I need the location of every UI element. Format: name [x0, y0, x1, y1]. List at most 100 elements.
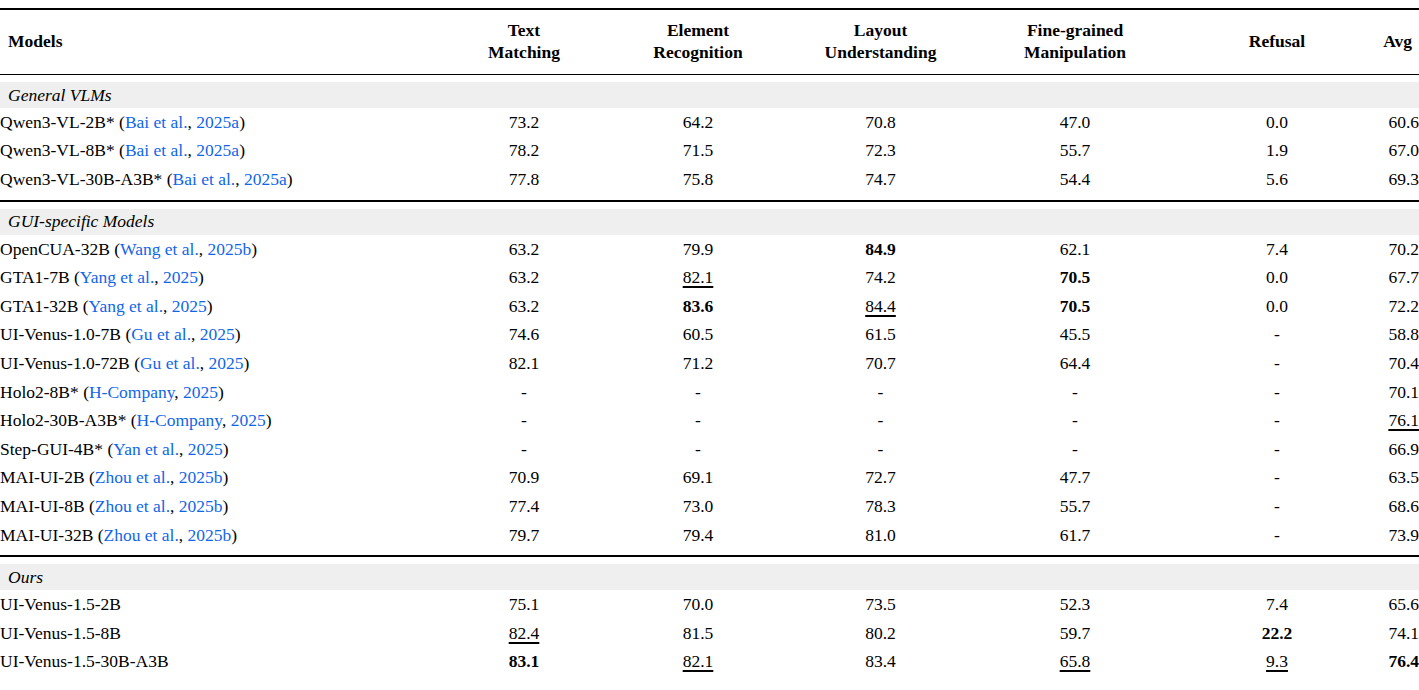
- citation-link[interactable]: 2025a: [196, 112, 239, 132]
- table-row: GTA1-32B (Yang et al., 2025)63.283.684.4…: [0, 292, 1419, 321]
- metric-cell: 7.4: [1177, 235, 1377, 264]
- citation-link[interactable]: H-Company: [137, 410, 222, 430]
- metric-cell: 74.2: [788, 263, 973, 292]
- metric-cell: 81.5: [608, 619, 788, 648]
- spacer: [0, 549, 1419, 556]
- model-name-text: MAI-UI-32B (: [0, 525, 104, 545]
- metric-cell: -: [440, 435, 608, 464]
- citation-link[interactable]: Bai et al.: [173, 169, 236, 189]
- column-header-fine-grained-manipulation: Fine-grained Manipulation: [973, 9, 1177, 75]
- metric-cell: 65.6: [1377, 590, 1419, 619]
- citation-link[interactable]: 2025: [231, 410, 266, 430]
- citation-link[interactable]: Gu et al.: [131, 324, 191, 344]
- citation-link[interactable]: 2025b: [179, 496, 223, 516]
- metric-cell: 66.9: [1377, 435, 1419, 464]
- table-row: Qwen3-VL-2B* (Bai et al., 2025a)73.264.2…: [0, 108, 1419, 137]
- citation-link[interactable]: 2025b: [179, 467, 223, 487]
- metric-cell: 70.7: [788, 349, 973, 378]
- model-name-text: Qwen3-VL-2B* (: [0, 112, 125, 132]
- column-header-layout-understanding: Layout Understanding: [788, 9, 973, 75]
- citation-link[interactable]: 2025: [172, 296, 207, 316]
- table-row: GTA1-7B (Yang et al., 2025)63.282.174.27…: [0, 263, 1419, 292]
- metric-cell: 63.2: [440, 263, 608, 292]
- model-name-text: Qwen3-VL-8B* (: [0, 140, 125, 160]
- citation-link[interactable]: Zhou et al.: [104, 525, 179, 545]
- model-name-text: GTA1-7B (: [0, 267, 80, 287]
- model-name-cell: UI-Venus-1.0-7B (Gu et al., 2025): [0, 321, 440, 350]
- metric-cell: 70.5: [973, 292, 1177, 321]
- metric-cell: 70.9: [440, 464, 608, 493]
- spacer-row: [0, 75, 1419, 83]
- metric-cell: 72.3: [788, 137, 973, 166]
- section-header-row: GUI-specific Models: [0, 209, 1419, 235]
- model-name-text: ): [251, 239, 257, 259]
- metric-cell: 61.7: [973, 521, 1177, 550]
- citation-link[interactable]: Bai et al.: [125, 140, 188, 160]
- citation-link[interactable]: Zhou et al.: [95, 496, 170, 516]
- metric-cell: -: [788, 435, 973, 464]
- citation-link[interactable]: H-Company: [89, 382, 174, 402]
- metric-cell: 82.4: [440, 619, 608, 648]
- metric-cell: -: [973, 435, 1177, 464]
- metric-cell: 61.5: [788, 321, 973, 350]
- metric-cell: 82.1: [440, 349, 608, 378]
- citation-link[interactable]: 2025: [163, 267, 198, 287]
- metric-cell: 76.4: [1377, 648, 1419, 677]
- metric-cell: 54.4: [973, 165, 1177, 194]
- metric-cell: 84.4: [788, 292, 973, 321]
- table-row: Qwen3-VL-8B* (Bai et al., 2025a)78.271.5…: [0, 137, 1419, 166]
- citation-link[interactable]: Wang et al.: [120, 239, 199, 259]
- metric-cell: 1.9: [1177, 137, 1377, 166]
- model-name-cell: MAI-UI-32B (Zhou et al., 2025b): [0, 521, 440, 550]
- model-name-text: ,: [163, 296, 172, 316]
- table-row: MAI-UI-32B (Zhou et al., 2025b)79.779.48…: [0, 521, 1419, 550]
- metric-cell: 63.2: [440, 292, 608, 321]
- model-name-text: ): [207, 296, 213, 316]
- metric-cell: 70.4: [1377, 349, 1419, 378]
- citation-link[interactable]: 2025a: [196, 140, 239, 160]
- model-name-text: ): [223, 467, 229, 487]
- metric-cell: 0.0: [1177, 292, 1377, 321]
- metric-cell: -: [788, 378, 973, 407]
- metric-cell: 67.0: [1377, 137, 1419, 166]
- citation-link[interactable]: 2025: [200, 324, 235, 344]
- citation-link[interactable]: 2025b: [188, 525, 232, 545]
- metric-cell: 74.1: [1377, 619, 1419, 648]
- metric-cell: 80.2: [788, 619, 973, 648]
- metric-cell: 83.4: [788, 648, 973, 677]
- citation-link[interactable]: Zhou et al.: [95, 467, 170, 487]
- citation-link[interactable]: Bai et al.: [125, 112, 188, 132]
- model-name-text: ,: [170, 467, 179, 487]
- section-header: Ours: [0, 564, 1419, 590]
- citation-link[interactable]: 2025: [183, 382, 218, 402]
- citation-link[interactable]: 2025b: [208, 239, 252, 259]
- citation-link[interactable]: 2025: [188, 439, 223, 459]
- table-row: MAI-UI-8B (Zhou et al., 2025b)77.473.078…: [0, 492, 1419, 521]
- metric-cell: 65.8: [973, 648, 1177, 677]
- citation-link[interactable]: Gu et al.: [140, 353, 200, 373]
- table-section: General VLMsQwen3-VL-2B* (Bai et al., 20…: [0, 75, 1419, 201]
- metric-cell: 70.8: [788, 108, 973, 137]
- column-header-refusal: Refusal: [1177, 9, 1377, 75]
- citation-link[interactable]: 2025: [209, 353, 244, 373]
- model-name-text: ,: [154, 267, 163, 287]
- citation-link[interactable]: 2025a: [244, 169, 287, 189]
- spacer: [0, 556, 1419, 564]
- metric-cell: 55.7: [973, 492, 1177, 521]
- spacer: [0, 201, 1419, 209]
- citation-link[interactable]: Yan et al.: [113, 439, 179, 459]
- metric-cell: 9.3: [1177, 648, 1377, 677]
- metric-cell: 67.7: [1377, 263, 1419, 292]
- metric-cell: 55.7: [973, 137, 1177, 166]
- section-header: GUI-specific Models: [0, 209, 1419, 235]
- citation-link[interactable]: Yang et al.: [89, 296, 164, 316]
- metric-cell: 0.0: [1177, 263, 1377, 292]
- model-name-text: UI-Venus-1.5-2B: [0, 594, 121, 614]
- table-header: Models Text Matching Element Recognition…: [0, 9, 1419, 75]
- model-name-cell: MAI-UI-8B (Zhou et al., 2025b): [0, 492, 440, 521]
- model-name-text: ): [266, 410, 272, 430]
- metric-cell: 22.2: [1177, 619, 1377, 648]
- metric-cell: 70.2: [1377, 235, 1419, 264]
- citation-link[interactable]: Yang et al.: [80, 267, 155, 287]
- table-row: UI-Venus-1.0-72B (Gu et al., 2025)82.171…: [0, 349, 1419, 378]
